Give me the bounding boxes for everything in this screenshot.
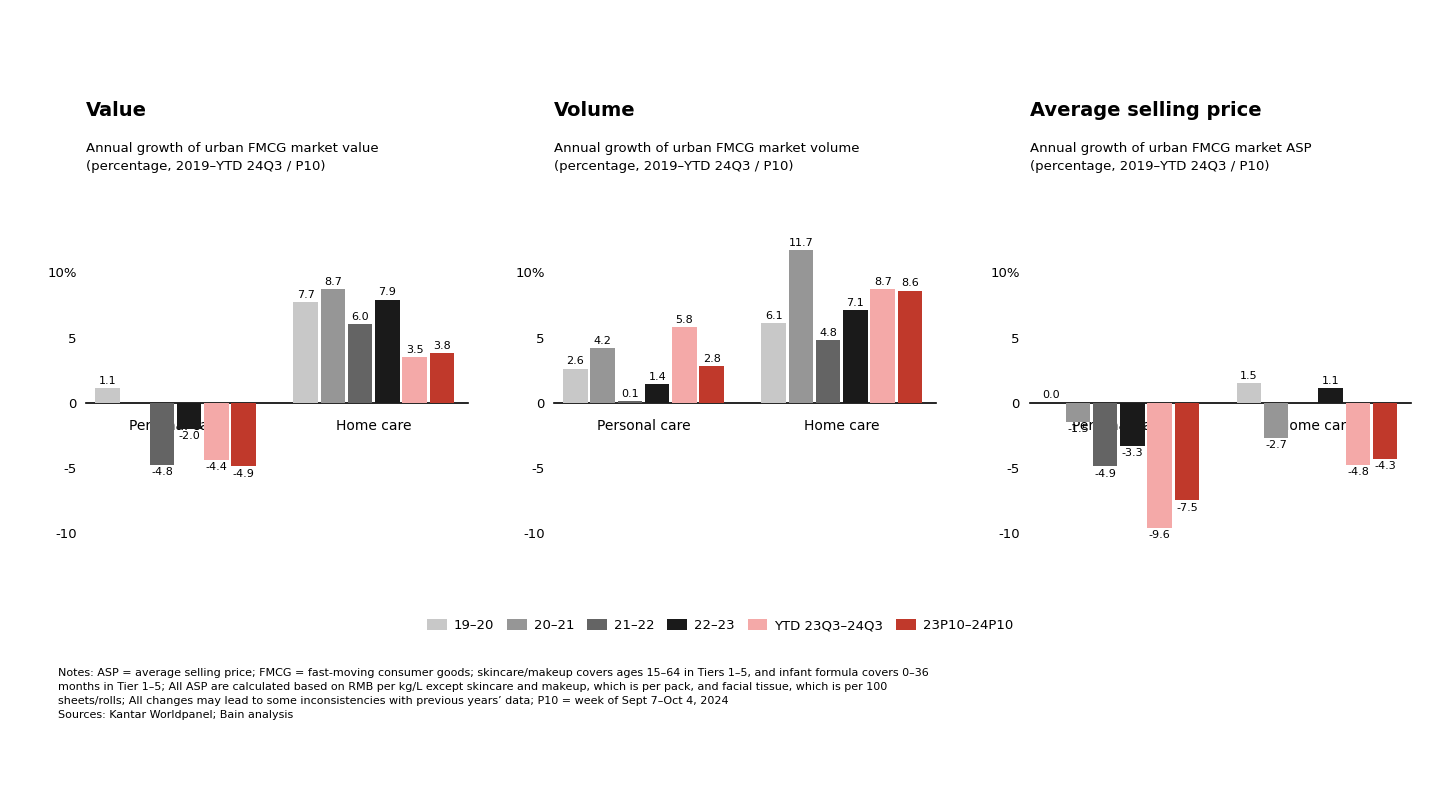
Bar — [402, 357, 428, 403]
Text: Notes: ASP = average selling price; FMCG = fast-moving consumer goods; skincare/: Notes: ASP = average selling price; FMCG… — [58, 668, 929, 720]
Text: Average selling price: Average selling price — [1030, 101, 1261, 120]
Bar — [376, 300, 400, 403]
Bar — [150, 403, 174, 465]
Bar — [1120, 403, 1145, 446]
Text: -4.3: -4.3 — [1374, 461, 1395, 471]
Bar — [1093, 403, 1117, 467]
Bar — [762, 323, 786, 403]
Bar — [590, 348, 615, 403]
Text: -1.5: -1.5 — [1067, 424, 1089, 434]
Text: 8.7: 8.7 — [874, 277, 891, 287]
Text: 0.0: 0.0 — [1043, 390, 1060, 400]
Bar — [870, 289, 896, 403]
Text: 1.4: 1.4 — [648, 372, 667, 382]
Text: -4.8: -4.8 — [1346, 467, 1369, 477]
Bar — [232, 403, 256, 467]
Text: -4.9: -4.9 — [1094, 469, 1116, 479]
Bar — [1237, 383, 1261, 403]
Text: Annual growth of urban FMCG market value
(percentage, 2019–YTD 24Q3 / P10): Annual growth of urban FMCG market value… — [86, 142, 379, 173]
Text: 6.1: 6.1 — [765, 311, 782, 321]
Bar — [789, 250, 814, 403]
Bar — [321, 289, 346, 403]
Bar — [563, 369, 588, 403]
Text: -4.9: -4.9 — [233, 469, 255, 479]
Text: 4.8: 4.8 — [819, 328, 837, 338]
Text: -3.3: -3.3 — [1122, 448, 1143, 458]
Bar — [672, 327, 697, 403]
Text: 3.8: 3.8 — [433, 341, 451, 351]
Text: 7.1: 7.1 — [847, 298, 864, 308]
Text: 1.5: 1.5 — [1240, 371, 1257, 381]
Text: 1.1: 1.1 — [99, 376, 117, 386]
Text: -9.6: -9.6 — [1149, 530, 1171, 540]
Text: -4.8: -4.8 — [151, 467, 173, 477]
Bar — [897, 291, 922, 403]
Bar — [1148, 403, 1172, 527]
Legend: 19–20, 20–21, 21–22, 22–23, YTD 23Q3–24Q3, 23P10–24P10: 19–20, 20–21, 21–22, 22–23, YTD 23Q3–24Q… — [422, 613, 1018, 637]
Text: 6.0: 6.0 — [351, 312, 369, 322]
Bar — [618, 401, 642, 403]
Text: -2.7: -2.7 — [1266, 440, 1287, 450]
Text: 1.1: 1.1 — [1322, 376, 1339, 386]
Text: Volume: Volume — [554, 101, 636, 120]
Bar — [1372, 403, 1397, 458]
Text: 7.9: 7.9 — [379, 288, 396, 297]
Bar — [816, 340, 841, 403]
Text: 2.6: 2.6 — [566, 356, 585, 366]
Bar — [177, 403, 202, 428]
Bar — [294, 302, 318, 403]
Bar — [1175, 403, 1200, 501]
Bar — [645, 385, 670, 403]
Bar — [700, 366, 724, 403]
Text: 8.6: 8.6 — [901, 279, 919, 288]
Bar — [1066, 403, 1090, 422]
Text: 7.7: 7.7 — [297, 290, 314, 300]
Text: -7.5: -7.5 — [1176, 503, 1198, 513]
Bar — [1319, 388, 1344, 403]
Text: 11.7: 11.7 — [789, 238, 814, 248]
Text: 3.5: 3.5 — [406, 345, 423, 355]
Bar — [348, 325, 373, 403]
Text: 4.2: 4.2 — [593, 335, 612, 346]
Text: Annual growth of urban FMCG market volume
(percentage, 2019–YTD 24Q3 / P10): Annual growth of urban FMCG market volum… — [554, 142, 860, 173]
Text: -4.4: -4.4 — [206, 463, 228, 472]
Bar — [204, 403, 229, 460]
Bar — [1345, 403, 1371, 465]
Text: Annual growth of urban FMCG market ASP
(percentage, 2019–YTD 24Q3 / P10): Annual growth of urban FMCG market ASP (… — [1030, 142, 1312, 173]
Text: Value: Value — [86, 101, 147, 120]
Bar — [95, 388, 120, 403]
Text: 2.8: 2.8 — [703, 354, 720, 364]
Text: 8.7: 8.7 — [324, 277, 341, 287]
Text: -2.0: -2.0 — [179, 431, 200, 441]
Bar — [844, 310, 868, 403]
Text: 5.8: 5.8 — [675, 315, 694, 325]
Text: 0.1: 0.1 — [621, 389, 639, 399]
Bar — [1264, 403, 1289, 437]
Bar — [429, 353, 454, 403]
